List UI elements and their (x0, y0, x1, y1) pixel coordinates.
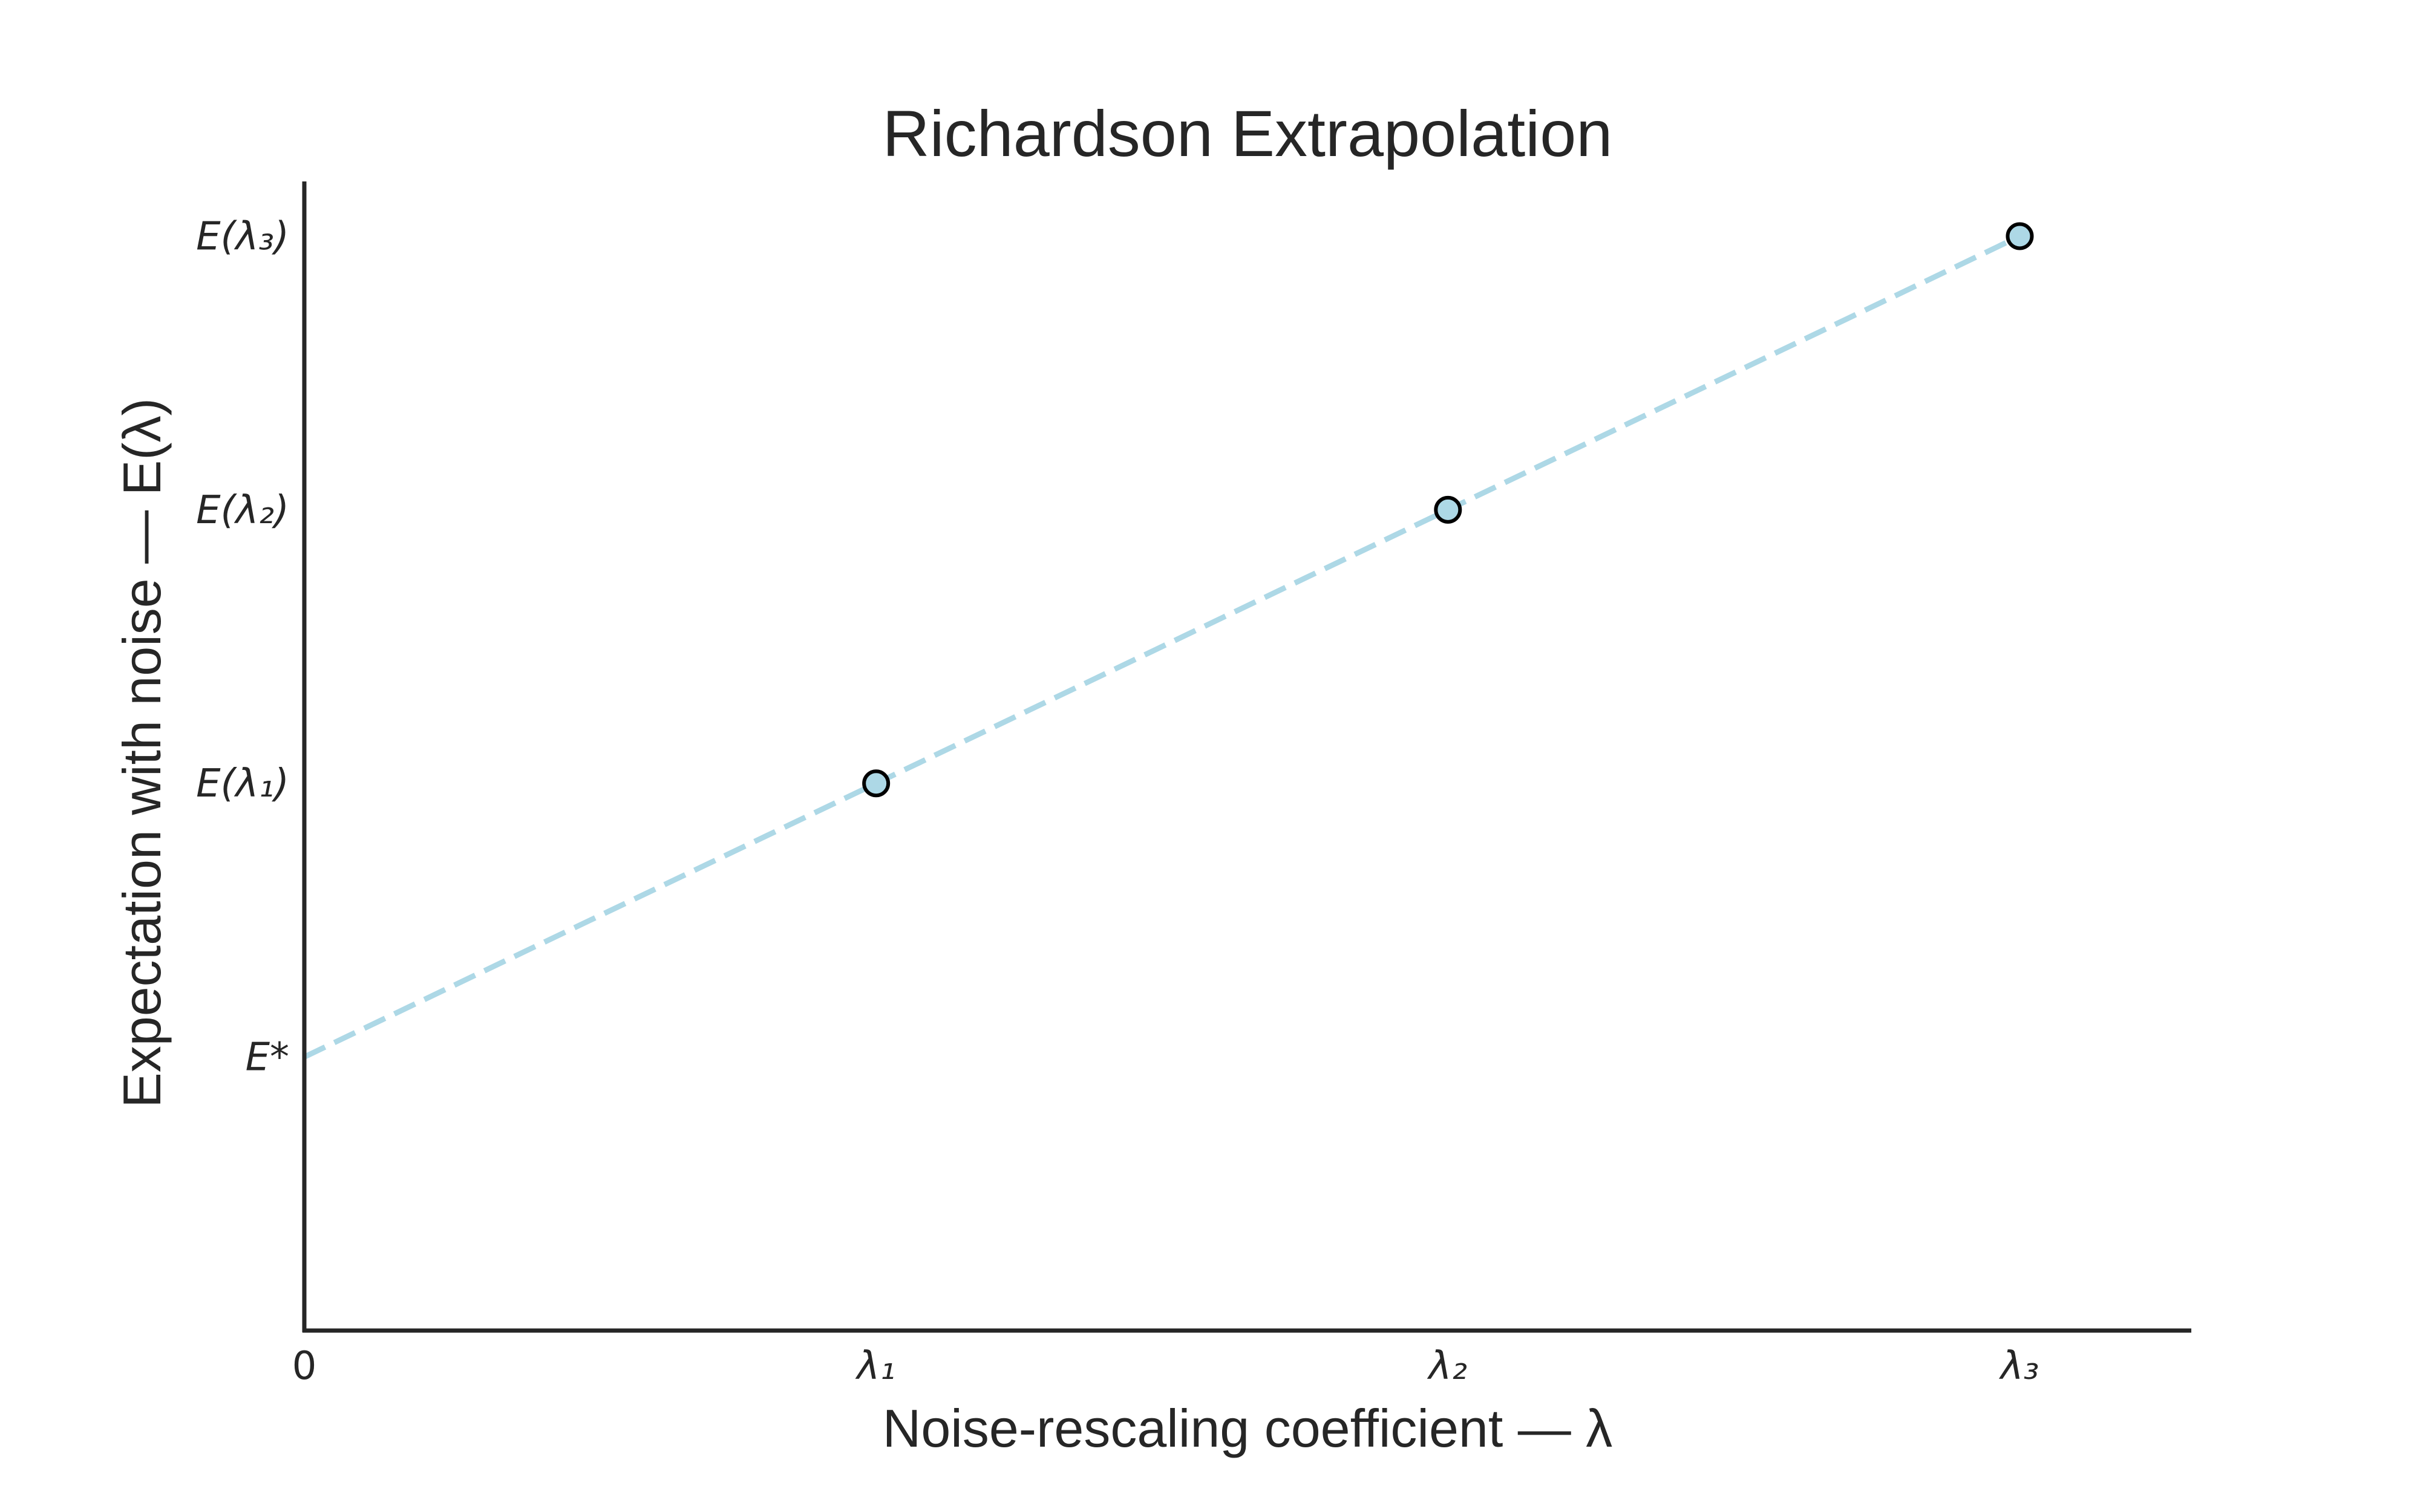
y-tick-label: E(λ₃) (196, 214, 289, 259)
x-tick-label: 0 (292, 1344, 317, 1389)
fit-line (303, 233, 2021, 1060)
data-point (2006, 222, 2034, 250)
y-tick-label: E(λ₁) (196, 761, 289, 806)
y-axis-label: Expectation with noise — E(λ) (112, 398, 172, 1108)
x-tick-label: λ₂ (1427, 1344, 1468, 1389)
fit-line-layer (303, 233, 2021, 1060)
x-axis-label: Noise-rescaling coefficient — λ (883, 1398, 1612, 1458)
chart-title: Richardson Extrapolation (883, 97, 1613, 170)
y-tick-label: E* (246, 1035, 289, 1080)
x-tick-labels: 0 λ₁ λ₂ λ₃ (292, 1344, 2039, 1389)
y-tick-labels: E* E(λ₁) E(λ₂) E(λ₃) (196, 214, 289, 1080)
x-tick-label: λ₃ (1999, 1344, 2039, 1389)
y-tick-label: E(λ₂) (196, 488, 289, 533)
axes-spines (302, 181, 2191, 1333)
data-points-layer (862, 222, 2034, 798)
plot-area: 0 λ₁ λ₂ λ₃ E* E(λ₁) E(λ₂) E(λ₃) (196, 181, 2191, 1389)
data-point (862, 769, 891, 798)
data-point (1434, 495, 1462, 524)
x-tick-label: λ₁ (855, 1344, 895, 1389)
